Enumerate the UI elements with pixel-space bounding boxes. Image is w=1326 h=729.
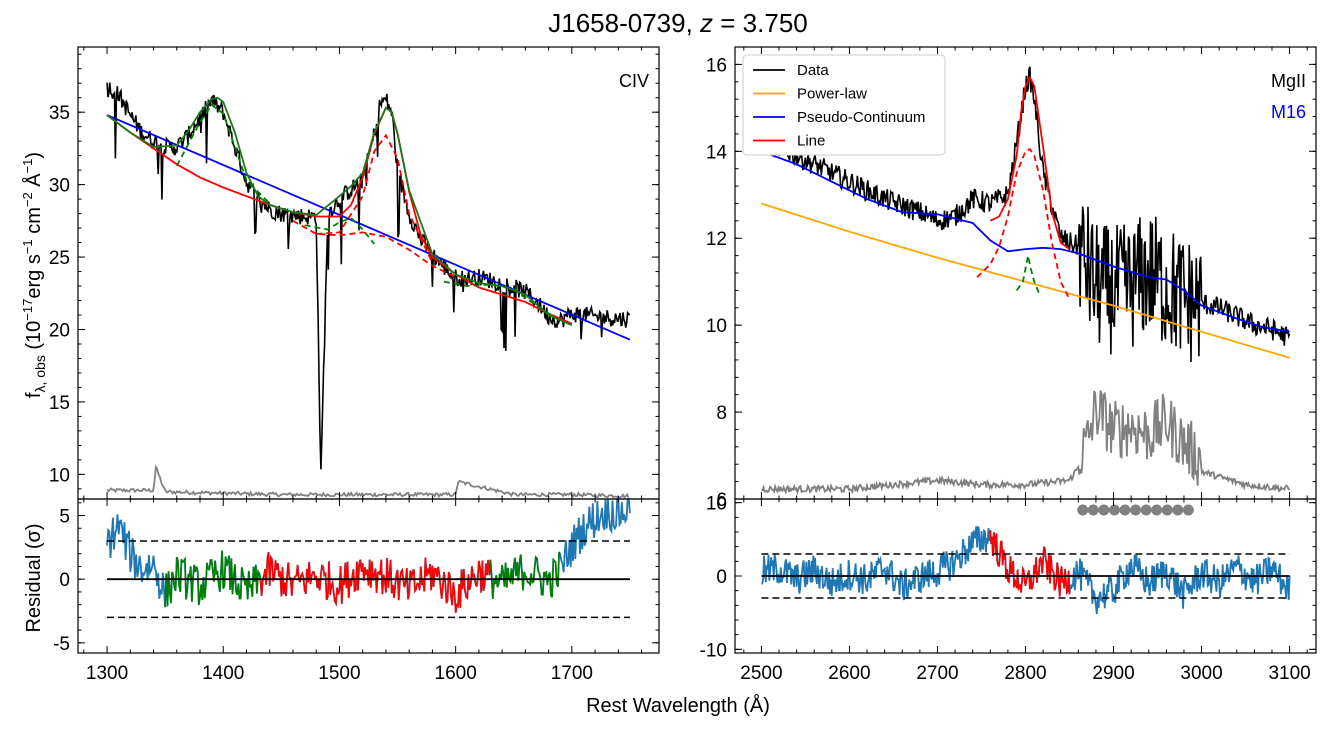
x-tick-label: 2900 (1092, 663, 1134, 684)
y-tick-label: 0 (716, 567, 727, 588)
masked-point-4 (1119, 504, 1131, 516)
x-tick-label: 1300 (86, 663, 128, 684)
y-tick-label: 15 (49, 393, 70, 414)
mgii-spectrum-panel: 6 8 10 12 14 16 MgII M16 Data Power-law Pseudo-Con… (706, 46, 1317, 511)
fit-window-residual-2 (489, 551, 561, 599)
masked-point-8 (1161, 504, 1173, 516)
x-tick-label: 1600 (435, 663, 477, 684)
y-tick-label: 20 (49, 321, 70, 342)
y-tick-label: 14 (706, 142, 728, 163)
series-broad_component-3 (316, 133, 434, 264)
masked-point-10 (1182, 504, 1194, 516)
civ-pseudo-continuum-line (106, 114, 631, 341)
y-tick-label: 25 (49, 248, 70, 269)
series-narrow_component-5 (304, 216, 376, 245)
fit-window-residual-0 (989, 529, 1071, 597)
plot-frame (77, 498, 660, 654)
civ-spectrum-panel: 10 15 20 25 30 35 CIV (49, 46, 660, 500)
y-tick-label: -5 (53, 634, 70, 655)
legend: Data Power-law Pseudo-Continuum Line (742, 54, 946, 156)
y-tick-label: -10 (700, 640, 727, 661)
x-tick-label: 1700 (551, 663, 593, 684)
mgii-residual-panel: -10 0 10 2500 2600 2700 2800 2900 3000 3100 (700, 494, 1317, 684)
y-tick-label: 8 (716, 403, 727, 424)
y-tick-label: 6 (716, 490, 727, 511)
civ-flux-axis-label: fλ, obs (10−17erg s−1 cm−2 Å−1) (20, 152, 48, 398)
masked-point-7 (1151, 504, 1163, 516)
masked-point-2 (1098, 504, 1110, 516)
series-error-0 (761, 390, 1291, 496)
series-error-0 (106, 464, 630, 499)
y-tick-label: 10 (49, 465, 70, 486)
series-narrow_component-4 (176, 103, 271, 205)
series-pseudo-1 (761, 150, 1290, 333)
masked-point-9 (1172, 504, 1184, 516)
x-tick-label: 3000 (1180, 663, 1222, 684)
y-tick-label: 35 (49, 103, 70, 124)
legend-box (742, 54, 946, 156)
civ-residual-axis-label: Residual (σ) (23, 523, 45, 632)
series-residual-0 (761, 526, 1291, 615)
mgii-template-label: M16 (1271, 102, 1306, 122)
series-broad_component-3 (976, 147, 1071, 300)
masked-point-3 (1108, 504, 1120, 516)
x-tick-label: 2600 (828, 663, 870, 684)
x-tick-label: 2800 (1004, 663, 1046, 684)
series-narrow_component-4 (1015, 255, 1041, 296)
x-tick-label: 2700 (916, 663, 958, 684)
x-tick-label: 3100 (1268, 663, 1310, 684)
figure-title: J1658-0739, z = 3.750 (548, 8, 808, 38)
y-tick-label: 0 (59, 570, 70, 591)
masked-point-6 (1140, 504, 1152, 516)
series-line_model-0 (106, 106, 573, 325)
fit-window-residual-0 (164, 550, 262, 608)
series-narrow_component-6 (443, 280, 561, 322)
series-line-2 (989, 75, 1071, 250)
mgii-line-label: MgII (1271, 71, 1306, 91)
y-tick-label: 10 (706, 494, 727, 515)
series-broad_total-1 (106, 96, 573, 327)
masked-point-0 (1077, 504, 1089, 516)
legend-label-line: Line (797, 133, 825, 150)
y-tick-label: 10 (706, 316, 727, 337)
series-data-0 (760, 66, 1291, 363)
x-axis-label: Rest Wavelength (Å) (586, 694, 770, 717)
x-tick-label: 1400 (202, 663, 244, 684)
civ-residual-panel: -5 0 5 1300 1400 1500 1600 1700 (53, 498, 660, 684)
civ-line-label: CIV (619, 71, 649, 91)
plot-frame (77, 46, 660, 500)
y-tick-label: 5 (59, 507, 70, 528)
masked-point-5 (1130, 504, 1142, 516)
masked-point-1 (1087, 504, 1099, 516)
y-tick-label: 16 (706, 55, 727, 76)
legend-label-pseudo: Pseudo-Continuum (797, 109, 925, 126)
series-powerlaw-0 (761, 202, 1290, 359)
legend-label-powerlaw: Power-law (797, 86, 867, 103)
y-tick-label: 12 (706, 229, 727, 250)
y-tick-label: 30 (49, 176, 70, 197)
x-tick-label: 1500 (318, 663, 360, 684)
legend-label-data: Data (797, 62, 829, 79)
series-data-0 (106, 82, 631, 470)
x-tick-label: 2500 (740, 663, 782, 684)
